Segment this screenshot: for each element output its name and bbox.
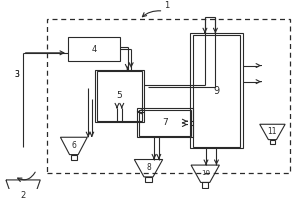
Bar xyxy=(97,71,142,121)
Bar xyxy=(47,19,290,173)
Text: 11: 11 xyxy=(268,127,277,136)
Text: 3: 3 xyxy=(15,70,20,79)
Text: 10: 10 xyxy=(201,170,210,176)
Bar xyxy=(136,108,193,137)
Text: 9: 9 xyxy=(213,86,220,96)
Bar xyxy=(145,177,152,182)
Bar xyxy=(270,140,275,144)
Text: 4: 4 xyxy=(92,45,97,54)
Bar xyxy=(193,35,240,147)
Text: 1: 1 xyxy=(164,1,169,10)
Bar xyxy=(71,155,77,160)
Bar xyxy=(95,70,144,122)
Text: 8: 8 xyxy=(146,163,151,172)
Bar xyxy=(202,182,208,188)
Text: 5: 5 xyxy=(116,91,122,100)
Bar xyxy=(190,33,243,148)
Bar xyxy=(139,110,191,136)
Text: 2: 2 xyxy=(20,191,26,200)
Bar xyxy=(68,37,120,61)
Text: 7: 7 xyxy=(162,118,168,127)
Text: 3: 3 xyxy=(15,70,20,79)
Text: 6: 6 xyxy=(71,141,76,150)
